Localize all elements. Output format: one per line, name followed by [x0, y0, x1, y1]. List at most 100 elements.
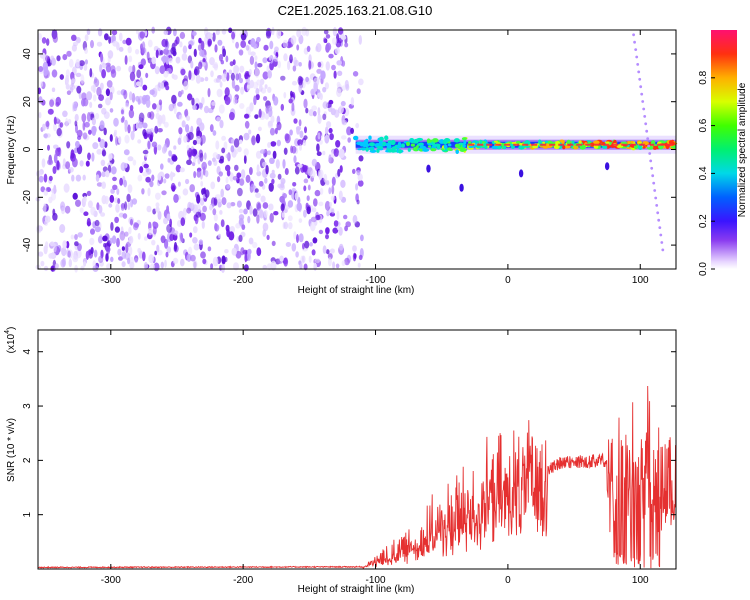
- noise-blob: [271, 169, 275, 175]
- noise-blob: [210, 263, 214, 270]
- noise-blob: [108, 36, 111, 44]
- noise-blob: [250, 51, 256, 56]
- noise-blob: [175, 164, 182, 173]
- noise-blob: [150, 263, 155, 271]
- noise-blob: [319, 187, 324, 195]
- noise-blob: [147, 140, 151, 150]
- drift-streak-point: [635, 55, 639, 59]
- noise-blob: [192, 259, 198, 269]
- noise-blob: [107, 50, 114, 59]
- noise-blob: [259, 149, 266, 154]
- noise-blob: [335, 263, 340, 269]
- noise-blob: [223, 141, 228, 150]
- noise-blob: [189, 232, 193, 238]
- noise-blob: [249, 55, 255, 65]
- noise-blob: [90, 228, 95, 235]
- noise-blob: [99, 120, 105, 130]
- tone-blob: [443, 144, 448, 149]
- noise-blob: [177, 181, 181, 187]
- noise-blob: [273, 56, 279, 62]
- noise-blob: [147, 111, 152, 119]
- noise-blob: [212, 208, 217, 216]
- noise-blob: [287, 60, 291, 71]
- noise-blob: [147, 39, 153, 48]
- noise-blob: [110, 256, 114, 262]
- snr-y-axis-label: SNR (10 * v/v): [6, 418, 17, 482]
- noise-blob: [136, 69, 142, 79]
- noise-blob: [159, 82, 165, 90]
- noise-blob: [67, 250, 71, 258]
- noise-blob: [311, 249, 316, 256]
- noise-blob: [56, 128, 62, 137]
- noise-blob: [95, 112, 100, 120]
- drift-streak-point: [661, 248, 665, 252]
- tone-blob: [407, 147, 411, 152]
- tone-blob: [430, 148, 437, 152]
- tone-blob: [379, 136, 384, 141]
- noise-blob: [204, 189, 210, 198]
- noise-blob: [233, 96, 238, 105]
- noise-blob: [186, 144, 190, 151]
- noise-blob: [100, 212, 106, 217]
- noise-blob: [318, 201, 324, 207]
- noise-blob: [142, 84, 148, 91]
- noise-blob: [207, 246, 212, 252]
- drift-streak-point: [649, 159, 653, 163]
- snr-multiplier-close: ): [6, 327, 17, 330]
- noise-blob: [163, 30, 169, 35]
- drift-streak-point: [644, 122, 648, 126]
- noise-blob: [212, 256, 219, 267]
- noise-blob: [341, 119, 347, 126]
- noise-blob: [119, 32, 123, 42]
- noise-blob: [219, 81, 223, 88]
- noise-blob: [43, 245, 48, 255]
- tone-blob: [359, 142, 365, 147]
- noise-blob: [151, 174, 155, 182]
- noise-blob: [41, 158, 46, 168]
- noise-blob: [244, 72, 249, 80]
- noise-blob: [154, 66, 160, 75]
- noise-blob: [42, 203, 47, 213]
- noise-blob: [110, 188, 115, 194]
- tone-blob: [503, 145, 507, 150]
- noise-blob: [222, 48, 227, 57]
- snr-multiplier: (x104): [4, 327, 17, 354]
- noise-blob: [130, 218, 133, 226]
- noise-blob: [262, 57, 268, 64]
- noise-blob: [135, 81, 142, 87]
- noise-blob: [230, 202, 236, 207]
- noise-blob: [59, 122, 64, 128]
- colorbar-tick-label: 0.4: [698, 166, 709, 180]
- noise-blob: [325, 234, 329, 240]
- noise-blob: [243, 264, 249, 272]
- noise-blob: [281, 212, 285, 218]
- noise-blob: [180, 68, 186, 76]
- noise-blob: [336, 60, 343, 66]
- snr-y-tick-label: 3: [22, 403, 33, 409]
- noise-blob: [122, 39, 127, 45]
- noise-blob: [127, 46, 132, 54]
- noise-blob: [283, 221, 289, 230]
- noise-blob: [86, 190, 92, 197]
- noise-blob: [244, 120, 250, 129]
- noise-blob: [138, 64, 144, 70]
- noise-blob: [124, 231, 129, 237]
- noise-blob: [283, 257, 289, 267]
- noise-blob: [38, 251, 44, 257]
- noise-blob: [202, 205, 208, 213]
- tone-blob: [392, 150, 398, 153]
- noise-blob: [212, 152, 219, 159]
- noise-blob: [217, 39, 223, 46]
- spectrogram-x-tick-label: 0: [505, 275, 511, 286]
- noise-blob: [96, 86, 102, 97]
- tone-blob: [396, 145, 402, 149]
- noise-blob: [310, 88, 316, 96]
- noise-blob: [152, 103, 157, 110]
- noise-blob: [317, 107, 321, 116]
- noise-blob: [216, 116, 221, 122]
- noise-blob: [343, 214, 348, 220]
- noise-blob: [270, 260, 277, 271]
- noise-blob: [283, 147, 288, 155]
- noise-blob: [238, 234, 243, 242]
- noise-blob: [145, 176, 151, 183]
